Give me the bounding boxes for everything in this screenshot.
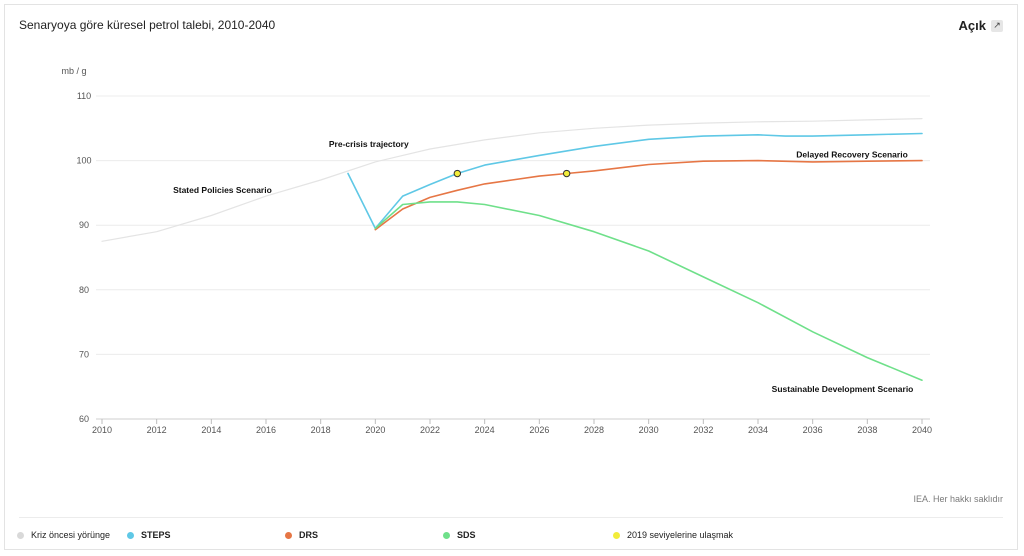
legend-dot — [613, 531, 620, 539]
x-tick-label: 2022 — [420, 425, 440, 435]
legend-label: DRS — [299, 530, 319, 540]
chart-annotation: Pre-crisis trajectory — [329, 139, 409, 149]
y-tick-label: 100 — [76, 156, 91, 166]
legend-label: Kriz öncesi yörünge — [31, 530, 111, 540]
legend-item-drs[interactable]: DRS — [285, 530, 318, 540]
x-tick-label: 2020 — [365, 425, 385, 435]
x-tick-label: 2030 — [639, 425, 659, 435]
legend-item-precrisis[interactable]: Kriz öncesi yörünge — [17, 530, 110, 540]
x-tick-label: 2014 — [201, 425, 221, 435]
x-tick-label: 2028 — [584, 425, 604, 435]
y-tick-label: 110 — [77, 91, 91, 101]
chart-annotation: Delayed Recovery Scenario — [796, 149, 908, 159]
legend: Kriz öncesi yörünge STEPS DRS SDS 2019 s… — [5, 530, 1019, 544]
expand-icon: ↗ — [991, 19, 1003, 32]
y-tick-label: 90 — [79, 220, 89, 230]
legend-dot — [285, 531, 292, 539]
x-tick-label: 2010 — [92, 425, 112, 435]
x-tick-label: 2038 — [857, 425, 877, 435]
y-tick-label: 60 — [79, 414, 89, 424]
y-tick-label: 70 — [79, 349, 89, 359]
legend-label: SDS — [457, 530, 476, 540]
x-tick-label: 2024 — [475, 425, 495, 435]
series-line-precrisis — [101, 118, 923, 242]
legend-divider — [19, 517, 1003, 518]
expand-label: Açık — [958, 18, 986, 33]
legend-label: STEPS — [141, 530, 171, 540]
x-tick-label: 2012 — [147, 425, 167, 435]
expand-button[interactable]: Açık ↗ — [959, 18, 1003, 33]
legend-label: 2019 seviyelerine ulaşmak — [627, 530, 734, 540]
legend-item-steps[interactable]: STEPS — [127, 530, 171, 540]
milestone-marker — [453, 169, 462, 178]
legend-item-sds[interactable]: SDS — [443, 530, 476, 540]
legend-dot — [443, 531, 450, 539]
x-tick-label: 2034 — [748, 425, 768, 435]
y-tick-label: 80 — [79, 285, 89, 295]
x-tick-label: 2032 — [693, 425, 713, 435]
x-tick-label: 2018 — [311, 425, 331, 435]
x-tick-label: 2040 — [912, 425, 932, 435]
x-tick-label: 2016 — [256, 425, 276, 435]
y-axis-label: mb / g — [61, 66, 86, 76]
series-line-sds — [374, 201, 923, 381]
legend-item-2019-levels[interactable]: 2019 seviyelerine ulaşmak — [613, 530, 733, 540]
x-tick-label: 2026 — [529, 425, 549, 435]
chart-card: Senaryoya göre küresel petrol talebi, 20… — [4, 4, 1018, 550]
x-tick-label: 2036 — [803, 425, 823, 435]
chart-annotation: Stated Policies Scenario — [173, 185, 272, 195]
legend-dot — [17, 531, 24, 539]
legend-dot — [127, 531, 134, 539]
chart-annotation: Sustainable Development Scenario — [772, 384, 914, 394]
milestone-marker — [562, 169, 571, 178]
series-line-steps — [347, 132, 923, 230]
copyright-credit: IEA. Her hakkı saklıdır — [913, 494, 1003, 504]
chart-title: Senaryoya göre küresel petrol talebi, 20… — [19, 18, 276, 32]
